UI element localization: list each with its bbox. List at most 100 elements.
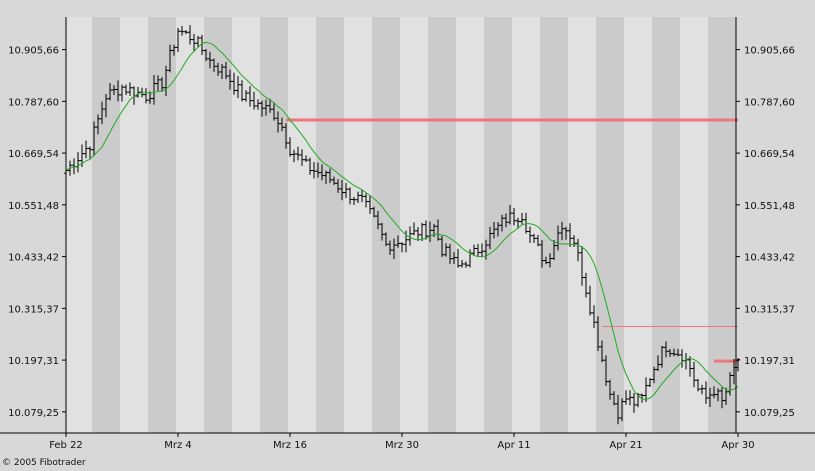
candle: [360, 189, 364, 203]
y-tick-label-left: 10.197,31: [8, 356, 59, 367]
candle: [184, 30, 188, 35]
candle: [540, 239, 544, 268]
x-tick-label: Apr 21: [609, 440, 642, 451]
candle: [644, 377, 648, 402]
candle: [632, 392, 636, 413]
candle: [384, 232, 388, 247]
candle: [256, 99, 260, 110]
candle: [236, 76, 240, 99]
plot-area: [66, 17, 736, 433]
candle: [480, 243, 484, 258]
candle: [600, 340, 604, 363]
candle: [352, 196, 356, 205]
x-tick-label: Feb 22: [49, 440, 83, 451]
candle: [152, 75, 156, 105]
candle: [544, 256, 548, 265]
candle: [672, 348, 676, 357]
candle: [580, 246, 584, 286]
candle: [704, 381, 708, 404]
candle: [124, 84, 128, 95]
candle: [508, 205, 512, 225]
candle: [520, 212, 524, 225]
candle: [616, 394, 620, 425]
x-tick-label: Mrz 16: [273, 440, 307, 451]
candle: [216, 62, 220, 77]
weekday-band: [428, 17, 456, 433]
candle: [208, 51, 212, 69]
y-tick-label-right: 10.315,37: [744, 304, 795, 315]
candle: [588, 285, 592, 316]
candle: [488, 226, 492, 250]
candle: [564, 226, 568, 240]
candle: [552, 240, 556, 260]
candle: [500, 214, 504, 232]
candle: [332, 176, 336, 185]
candle: [464, 261, 468, 268]
candle: [276, 111, 280, 133]
y-tick-label-right: 10.669,54: [744, 149, 795, 160]
candle: [136, 86, 140, 98]
candle: [192, 33, 196, 52]
candle: [96, 114, 100, 135]
candle: [668, 348, 672, 357]
candle: [168, 44, 172, 73]
y-tick-label-right: 10.905,66: [744, 46, 795, 57]
candle: [424, 220, 428, 240]
candle: [420, 222, 424, 242]
candle: [692, 361, 696, 388]
candle: [660, 345, 664, 368]
x-tick-label: Apr 11: [497, 440, 530, 451]
weekday-band: [204, 17, 232, 433]
candle: [720, 387, 724, 409]
candle: [88, 146, 92, 159]
candle: [348, 187, 352, 205]
candle: [512, 207, 516, 226]
y-tick-label-left: 10.551,48: [8, 201, 59, 212]
weekday-band: [596, 17, 624, 433]
y-tick-label-left: 10.433,42: [8, 253, 59, 264]
candle: [228, 69, 232, 90]
moving-average: [65, 41, 739, 401]
weekday-band: [372, 17, 400, 433]
candle: [92, 121, 96, 157]
candle: [344, 182, 348, 199]
candle: [284, 123, 288, 149]
candle: [128, 82, 132, 96]
candle: [376, 210, 380, 230]
candle: [308, 157, 312, 175]
candle: [292, 149, 296, 163]
candle: [612, 391, 616, 406]
weekday-bands: [92, 17, 736, 433]
candle: [188, 25, 192, 45]
candle: [336, 179, 340, 193]
candle: [84, 140, 88, 159]
candle: [176, 27, 180, 52]
candle: [224, 61, 228, 80]
candle: [436, 219, 440, 241]
y-tick-label-left: 10.787,60: [8, 97, 59, 108]
candle: [496, 222, 500, 237]
candle: [364, 193, 368, 208]
y-tick-label-right: 10.787,60: [744, 97, 795, 108]
candle: [596, 316, 600, 351]
candle: [584, 272, 588, 298]
copyright-credit: © 2005 Fibotrader: [2, 458, 86, 468]
candle: [100, 101, 104, 125]
candle: [416, 227, 420, 242]
candle: [196, 35, 200, 48]
y-tick-label-right: 10.433,42: [744, 253, 795, 264]
candle: [568, 223, 572, 247]
candle: [396, 235, 400, 248]
candle: [452, 252, 456, 265]
candle: [220, 63, 224, 80]
candle: [472, 244, 476, 256]
weekday-band: [708, 17, 736, 433]
candle: [440, 235, 444, 258]
candle: [268, 98, 272, 113]
weekday-band: [652, 17, 680, 433]
candle: [556, 225, 560, 251]
candle: [620, 398, 624, 422]
candle: [280, 117, 284, 132]
candle: [528, 226, 532, 243]
